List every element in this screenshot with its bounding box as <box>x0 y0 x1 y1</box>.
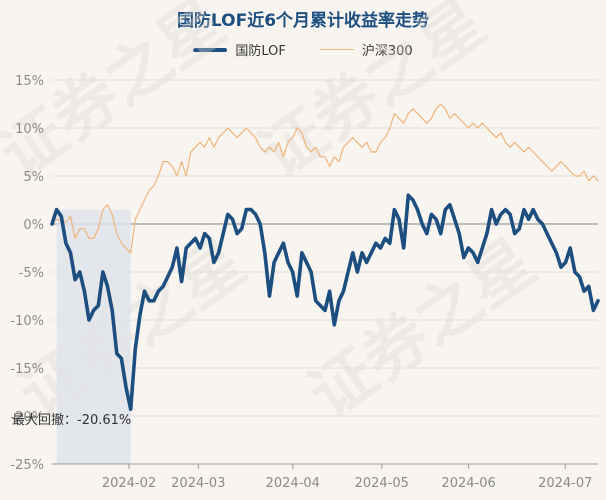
series-lines <box>50 103 600 412</box>
x-tick-label: 2024-04 <box>266 476 320 491</box>
legend-item-hs300[interactable]: 沪深300 <box>319 40 413 59</box>
y-tick-label: 5% <box>23 170 44 185</box>
legend-swatch-guofang <box>193 47 228 52</box>
watermark-text: 证券之星 <box>247 0 499 193</box>
x-tick-label: 2024-07 <box>538 476 592 491</box>
series-line-hs300 <box>51 103 599 254</box>
y-tick-label: -15% <box>10 362 44 377</box>
watermark-text: 证券之星 <box>297 226 549 433</box>
legend-item-guofang[interactable]: 国防LOF <box>193 40 286 59</box>
x-tick-label: 2024-06 <box>441 476 495 491</box>
y-tick-label: -25% <box>10 458 44 473</box>
y-tick-label: 10% <box>15 122 44 137</box>
x-tick-label: 2024-02 <box>102 476 156 491</box>
y-tick-label: -5% <box>19 266 44 281</box>
annotations: 最大回撤：-20.61% <box>12 412 131 428</box>
x-tick-label: 2024-03 <box>171 476 225 491</box>
watermark-text: 证券之星 <box>0 0 239 193</box>
axes: 15% 10% 5% 0% -5% -10% -15% -20% -25% 2024-02 2024… <box>10 74 598 491</box>
legend: 国防LOF 沪深300 <box>0 40 606 59</box>
x-tick-label: 2024-05 <box>355 476 409 491</box>
y-tick-label: 0% <box>23 218 44 233</box>
max-drawdown-label: 最大回撤：-20.61% <box>12 412 131 428</box>
legend-swatch-hs300 <box>319 49 354 50</box>
y-tick-label: -20% <box>10 410 44 425</box>
legend-label-hs300: 沪深300 <box>361 44 413 59</box>
series-line-guofang <box>50 193 600 412</box>
legend-label-guofang: 国防LOF <box>235 44 286 59</box>
y-tick-label: 15% <box>15 74 44 89</box>
chart-title: 国防LOF近6个月累计收益率走势 <box>176 11 430 31</box>
y-tick-label: -10% <box>10 314 44 329</box>
